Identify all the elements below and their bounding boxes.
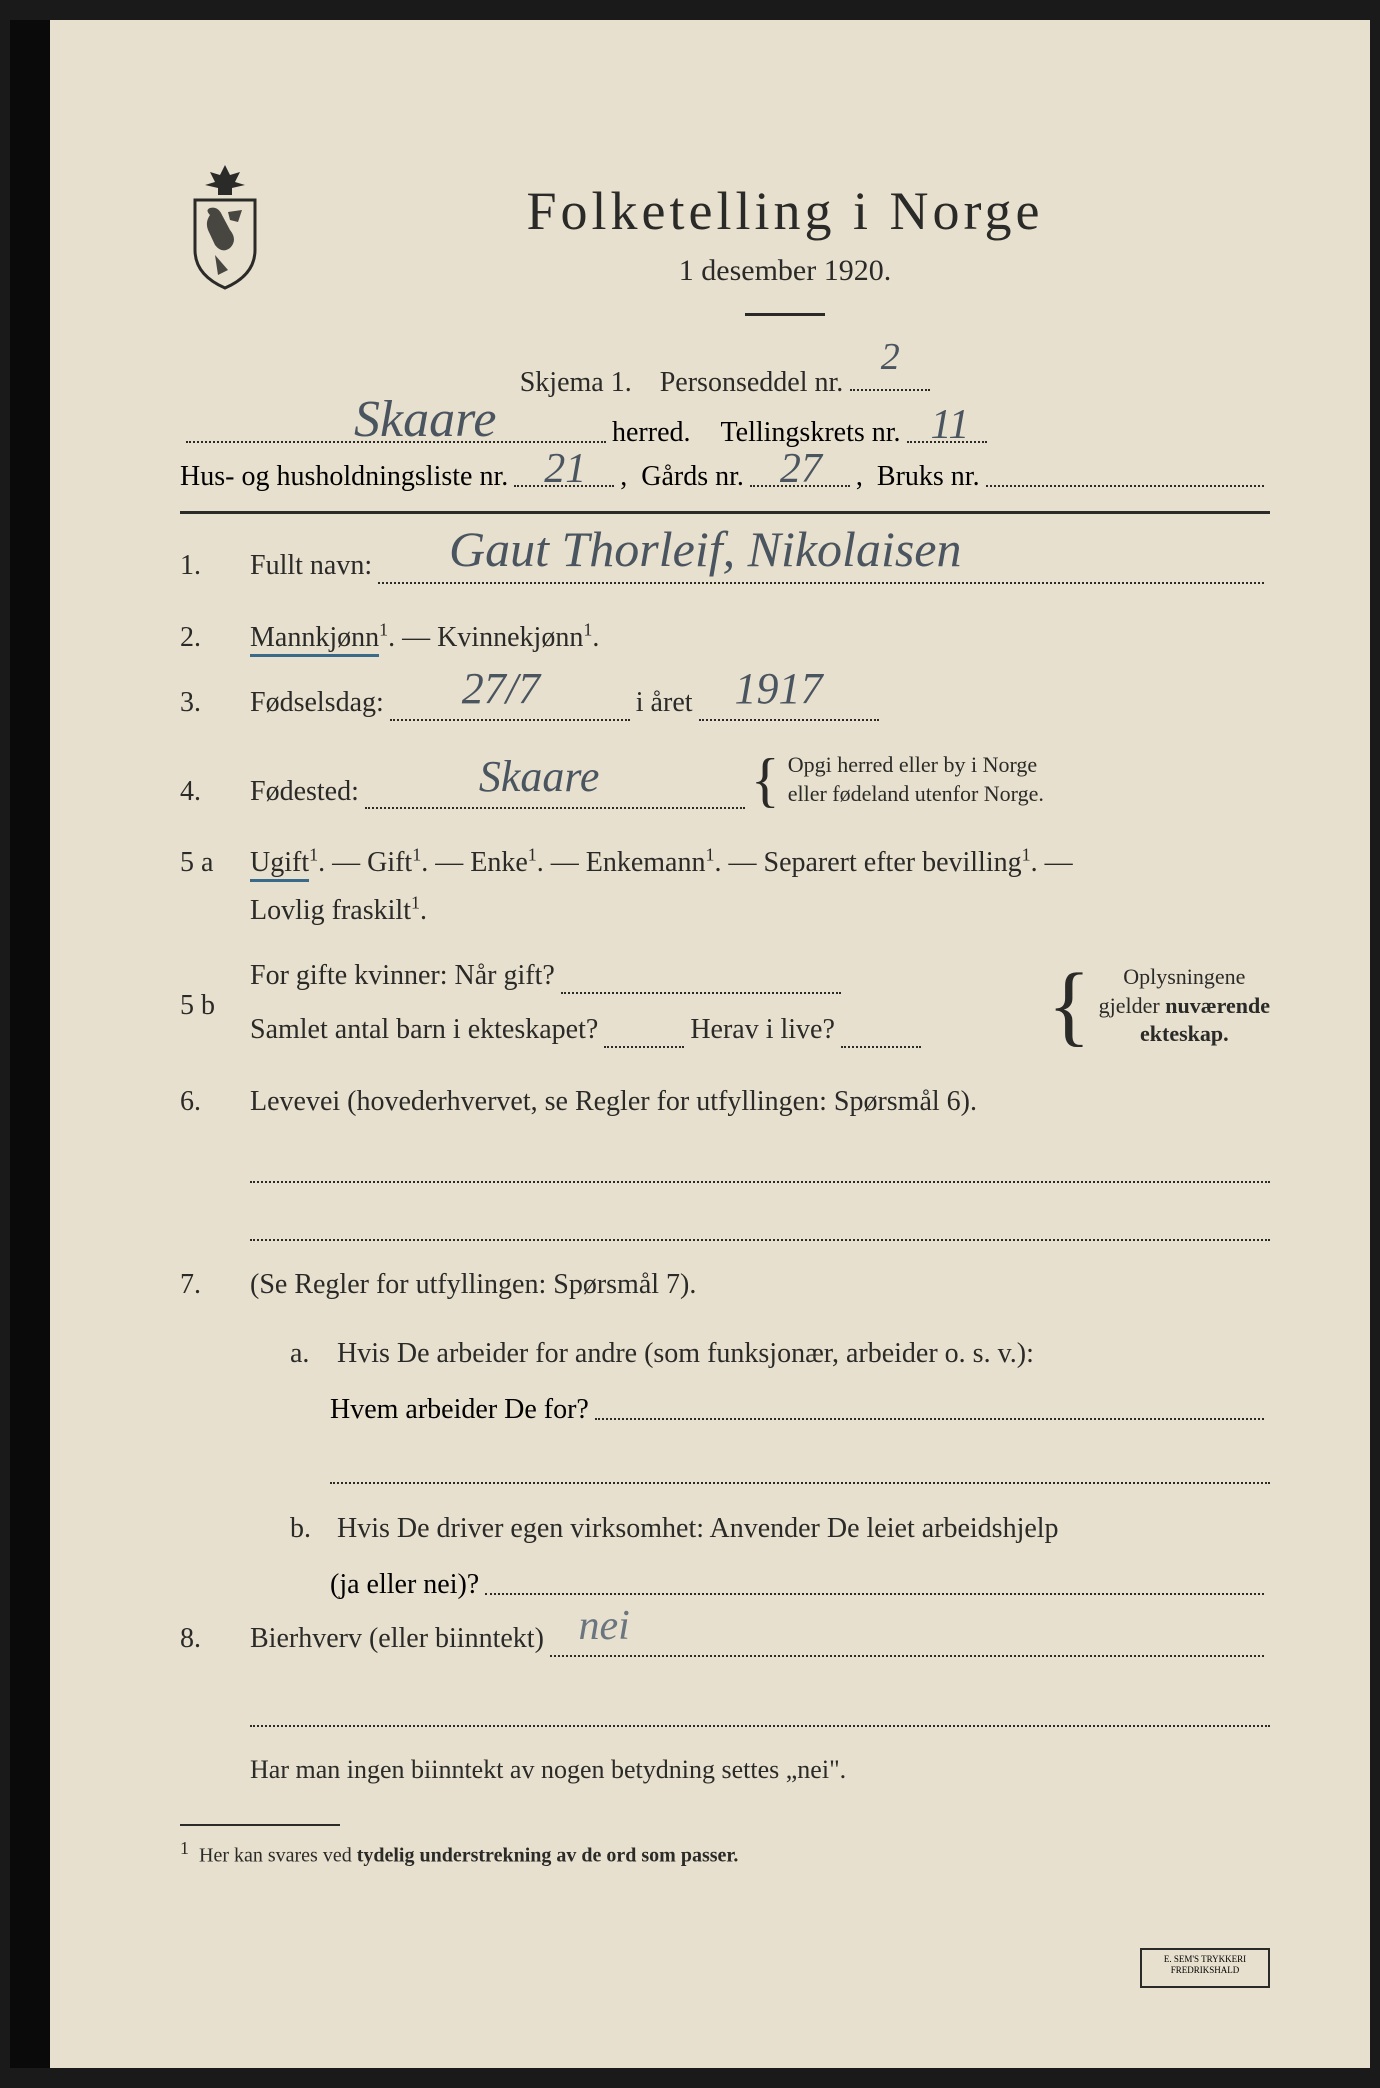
q7a-line2: Hvem arbeider De for? <box>330 1394 1270 1426</box>
q4-note: { Opgi herred eller by i Norge eller fød… <box>751 751 1044 808</box>
gards-nr: 27 <box>780 445 822 493</box>
q6-blank1 <box>250 1143 1270 1183</box>
q5b-note: { Oplysningene gjelder nuværende ekteska… <box>1047 963 1270 1049</box>
q7a-text2: Hvem arbeider De for? <box>330 1394 589 1426</box>
tellingskrets-nr: 11 <box>931 401 970 449</box>
title-block: Folketelling i Norge 1 desember 1920. <box>300 180 1270 346</box>
q5b-num: 5 b <box>180 990 250 1022</box>
q2-num: 2. <box>180 622 250 654</box>
hus-label: Hus- og husholdningsliste nr. <box>180 461 508 493</box>
main-title: Folketelling i Norge <box>300 180 1270 242</box>
q3-row: 3. Fødselsdag: 27/7 i året 1917 <box>180 679 1270 733</box>
q5a-row: 5 a Ugift1. — Gift1. — Enke1. — Enkemann… <box>180 839 1270 934</box>
hus-nr: 21 <box>544 445 586 493</box>
herred-label: herred. <box>612 417 691 449</box>
coat-of-arms-icon <box>180 160 270 290</box>
q5b-label3: Herav i live? <box>690 1006 835 1054</box>
form-meta-line1: Skjema 1. Personseddel nr. 2 <box>180 356 1270 409</box>
q7b: b. Hvis De driver egen virksomhet: Anven… <box>290 1502 1270 1555</box>
q3-num: 3. <box>180 687 250 719</box>
q5b-note3: ekteskap. <box>1099 1020 1270 1049</box>
q5a-lovlig: Lovlig fraskilt <box>250 895 411 926</box>
q5a-ugift: Ugift <box>250 847 309 882</box>
q7b-text1: Hvis De driver egen virksomhet: Anvender… <box>337 1513 1059 1544</box>
footnote-rule <box>180 1824 340 1826</box>
q4-note1: Opgi herred eller by i Norge <box>788 751 1044 780</box>
q2-mann: Mannkjønn <box>250 622 379 657</box>
bruks-label: Bruks nr. <box>877 461 980 493</box>
q7-label: (Se Regler for utfyllingen: Spørsmål 7). <box>250 1261 1270 1309</box>
q2-row: 2. Mannkjønn1. — Kvinnekjønn1. <box>180 614 1270 662</box>
footnote: 1 Her kan svares ved tydelig understrekn… <box>180 1838 1270 1868</box>
q4-note2: eller fødeland utenfor Norge. <box>788 780 1044 809</box>
footnote-num: 1 <box>180 1838 189 1858</box>
q3-year: 1917 <box>735 652 823 727</box>
skjema-label: Skjema 1. <box>520 367 632 398</box>
title-divider <box>745 313 825 316</box>
q5a-separert: Separert efter bevilling <box>764 847 1022 878</box>
q6-label: Levevei (hovederhvervet, se Regler for u… <box>250 1078 1270 1126</box>
q1-num: 1. <box>180 550 250 582</box>
stamp-line2: FREDRIKSHALD <box>1146 1965 1264 1976</box>
q6-row: 6. Levevei (hovederhvervet, se Regler fo… <box>180 1078 1270 1126</box>
q5b-label1: For gifte kvinner: Når gift? <box>250 952 555 1000</box>
q6-num: 6. <box>180 1086 250 1118</box>
q1-row: 1. Fullt navn: Gaut Thorleif, Nikolaisen <box>180 542 1270 596</box>
q4-num: 4. <box>180 776 250 808</box>
q5b-row: 5 b For gifte kvinner: Når gift? Samlet … <box>180 952 1270 1059</box>
q8-num: 8. <box>180 1623 250 1655</box>
q3-yearlabel: i året <box>636 679 693 727</box>
q7b-label: b. <box>290 1502 330 1555</box>
bottom-note: Har man ingen biinntekt av nogen betydni… <box>250 1745 1270 1794</box>
header-row: Folketelling i Norge 1 desember 1920. <box>180 180 1270 346</box>
form-meta-line2: Skaare herred. Tellingskrets nr. 11 <box>180 417 1270 449</box>
q1-value: Gaut Thorleif, Nikolaisen <box>449 507 962 592</box>
q8-blank <box>250 1687 1270 1727</box>
q3-day: 27/7 <box>462 652 540 727</box>
q4-row: 4. Fødested: Skaare { Opgi herred eller … <box>180 751 1270 821</box>
q8-label: Bierhverv (eller biinntekt) <box>250 1615 544 1663</box>
q5a-gift: Gift <box>367 847 412 878</box>
q5a-num: 5 a <box>180 847 250 879</box>
q5a-enke: Enke <box>470 847 528 878</box>
q7-num: 7. <box>180 1269 250 1301</box>
q7b-line2: (ja eller nei)? <box>330 1569 1270 1601</box>
printer-stamp: E. SEM'S TRYKKERI FREDRIKSHALD <box>1140 1948 1270 1988</box>
q7a: a. Hvis De arbeider for andre (som funks… <box>290 1327 1270 1380</box>
q7b-text2: (ja eller nei)? <box>330 1569 479 1601</box>
q2-kvinne: Kvinnekjønn <box>437 622 583 653</box>
q3-label: Fødselsdag: <box>250 679 384 727</box>
q7a-label: a. <box>290 1327 330 1380</box>
sub-title: 1 desember 1920. <box>300 254 1270 288</box>
q4-label: Fødested: <box>250 768 359 816</box>
q5b-label2: Samlet antal barn i ekteskapet? <box>250 1006 598 1054</box>
gards-label: Gårds nr. <box>641 461 744 493</box>
q5a-enkemann: Enkemann <box>586 847 706 878</box>
q4-value: Skaare <box>479 740 600 815</box>
census-form-page: Folketelling i Norge 1 desember 1920. Sk… <box>10 20 1370 2068</box>
q6-blank2 <box>250 1201 1270 1241</box>
q7a-text1: Hvis De arbeider for andre (som funksjon… <box>337 1338 1034 1369</box>
herred-value: Skaare <box>354 390 496 449</box>
q1-label: Fullt navn: <box>250 542 372 590</box>
q5b-note1: Oplysningene <box>1099 963 1270 992</box>
q7a-blank <box>330 1444 1270 1484</box>
q8-row: 8. Bierhverv (eller biinntekt) nei <box>180 1615 1270 1669</box>
personseddel-label: Personseddel nr. <box>660 367 844 398</box>
stamp-line1: E. SEM'S TRYKKERI <box>1146 1954 1264 1965</box>
q2-sep: — <box>402 622 437 653</box>
personseddel-nr: 2 <box>881 321 900 393</box>
form-meta-line3: Hus- og husholdningsliste nr. 21 , Gårds… <box>180 461 1270 493</box>
q7-row: 7. (Se Regler for utfyllingen: Spørsmål … <box>180 1261 1270 1309</box>
q8-value: nei <box>578 1591 629 1662</box>
